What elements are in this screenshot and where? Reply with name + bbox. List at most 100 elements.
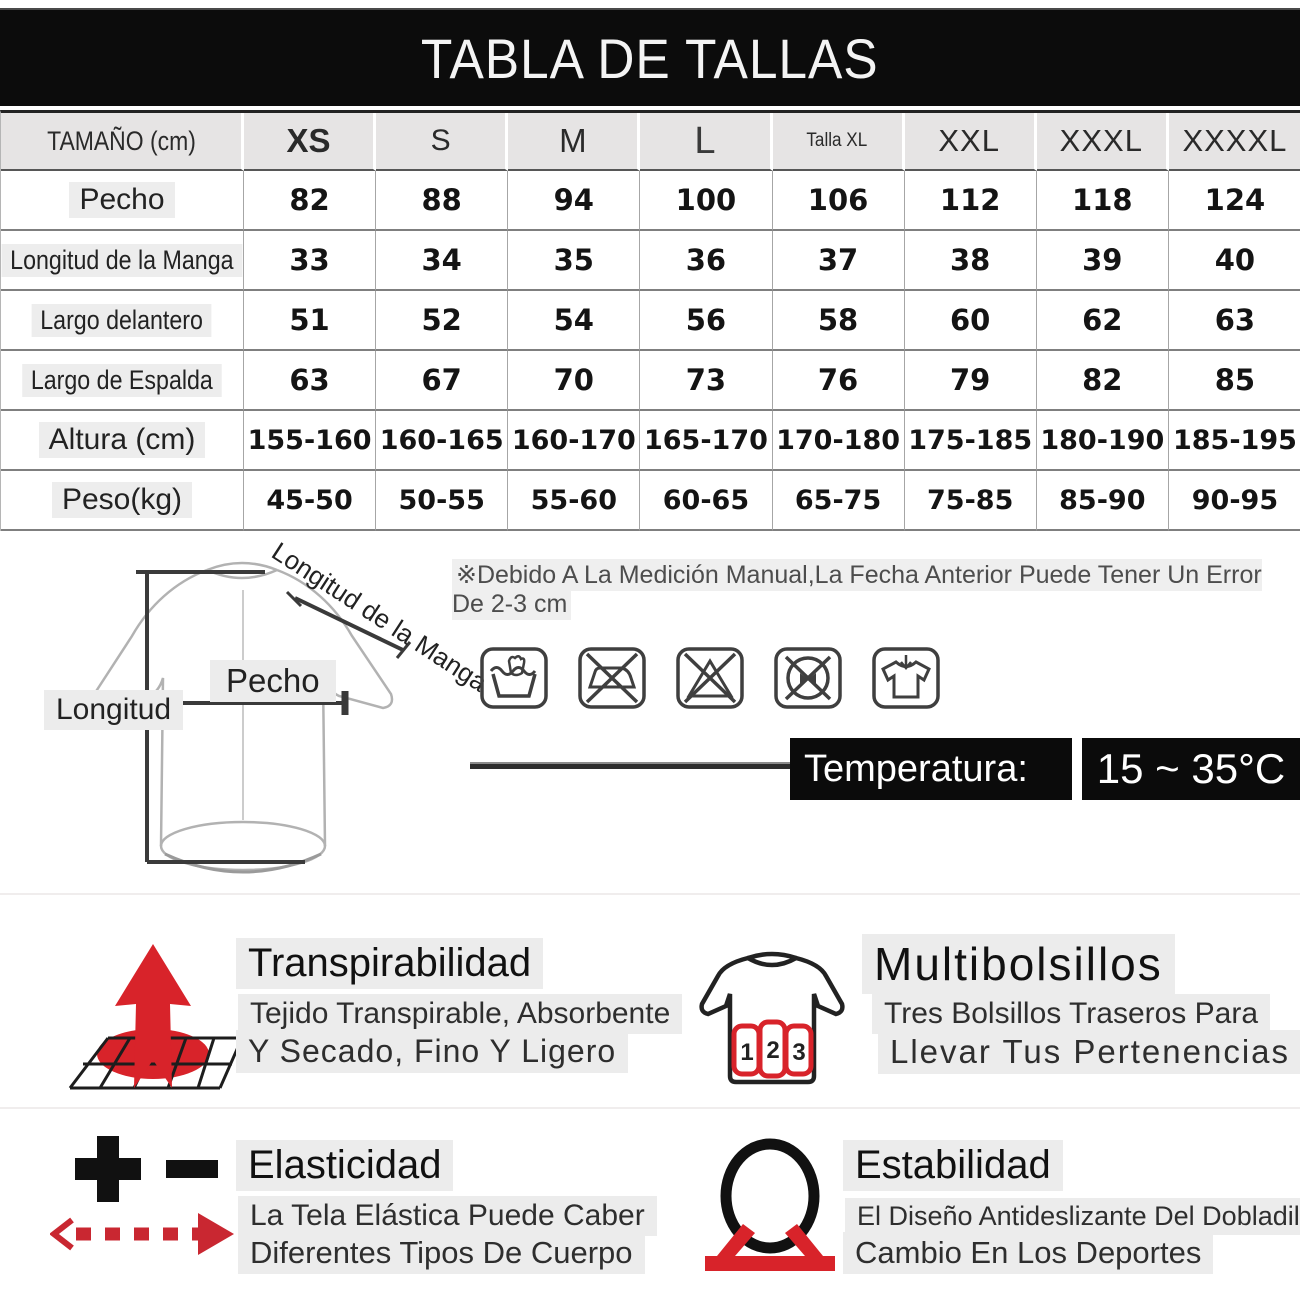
size-cell: 34 [376,231,509,291]
temperature-value-box: 15 ~ 35°C [1082,738,1300,800]
size-cell: 165-170 [640,411,773,471]
row-label: Pecho [1,171,244,231]
size-cell: 79 [904,351,1037,411]
row-label: Largo de Espalda [1,351,244,411]
size-cell: 76 [772,351,905,411]
size-cell: 62 [1036,291,1169,351]
size-cell: 38 [904,231,1037,291]
size-col-header: XXXL [1036,113,1169,171]
do-not-tumble-dry-icon [774,647,842,709]
size-cell: 50-55 [376,471,509,531]
size-col-header: L [640,113,773,171]
breathability-icon [68,944,244,1090]
care-icons-row [478,641,942,713]
temperature-pointer-line [470,764,790,769]
size-cell: 60 [904,291,1037,351]
size-cell: 63 [1168,291,1300,351]
size-cell: 35 [508,231,641,291]
feature-text: Y Secado, Fino Y Ligero [236,1030,629,1073]
section-divider [0,893,1300,895]
rear-pockets-icon: 1 2 3 [699,951,845,1085]
section-divider [0,1107,1300,1109]
size-col-header: XXXXL [1168,113,1300,171]
feature-text: Tres Bolsillos Traseros Para [872,994,1271,1034]
row-label: Altura (cm) [1,411,244,471]
pocket-number: 2 [766,1037,779,1064]
do-not-bleach-icon [676,647,744,709]
title-bar: TABLA DE TALLAS [0,8,1300,106]
size-cell: 85-90 [1036,471,1169,531]
size-cell: 155-160 [244,411,377,471]
size-cell: 63 [244,351,377,411]
size-cell: 75-85 [904,471,1037,531]
size-cell: 67 [376,351,509,411]
row-label: Largo delantero [1,291,244,351]
length-label: Longitud [44,690,184,730]
feature-text: Llevar Tus Pertenencias [878,1030,1300,1074]
size-col-header: XXL [904,113,1037,171]
row-label: Longitud de la Manga [1,231,244,291]
size-cell: 55-60 [508,471,641,531]
pocket-number: 3 [792,1039,805,1066]
size-cell: 58 [772,291,905,351]
feature-text: Diferentes Tipos De Cuerpo [238,1232,645,1274]
size-cell: 73 [640,351,773,411]
size-col-header: XS [244,113,377,171]
size-cell: 60-65 [640,471,773,531]
stretch-arrow-icon [50,1213,234,1255]
feature-title: Elasticidad [236,1140,454,1191]
row-label: Peso(kg) [1,471,244,531]
pocket-number: 1 [740,1039,753,1066]
size-cell: 52 [376,291,509,351]
size-col-header: Talla XL [772,113,905,171]
size-cell: 100 [640,171,773,231]
feature-title: Estabilidad [843,1140,1063,1191]
plus-minus-icon [75,1136,218,1202]
size-cell: 94 [508,171,641,231]
drip-dry-icon [872,647,940,709]
size-cell: 160-165 [376,411,509,471]
feature-title: Transpirabilidad [236,938,544,989]
size-cell: 85 [1168,351,1300,411]
hand-wash-icon [480,647,548,709]
size-cell: 112 [904,171,1037,231]
page-title: TABLA DE TALLAS [421,26,879,90]
size-cell: 82 [244,171,377,231]
size-cell: 175-185 [904,411,1037,471]
feature-text: El Diseño Antideslizante Del Dobladillo … [845,1198,1300,1235]
size-cell: 185-195 [1168,411,1300,471]
size-cell: 40 [1168,231,1300,291]
size-col-header: TAMAÑO (cm) [1,113,244,171]
measurement-note: ※Debido A La Medición Manual,La Fecha An… [452,559,1262,620]
size-cell: 45-50 [244,471,377,531]
feature-text: Cambio En Los Deportes [843,1232,1214,1274]
size-cell: 82 [1036,351,1169,411]
size-cell: 170-180 [772,411,905,471]
size-cell: 70 [508,351,641,411]
do-not-iron-icon [578,647,646,709]
size-cell: 160-170 [508,411,641,471]
size-col-header: M [508,113,641,171]
size-cell: 90-95 [1168,471,1300,531]
chest-label: Pecho [210,660,336,702]
stability-icon [705,1138,835,1271]
feature-text: La Tela Elástica Puede Caber [238,1196,657,1236]
temperature-label-box: Temperatura: [790,738,1072,800]
size-cell: 65-75 [772,471,905,531]
size-table: TAMAÑO (cm) XS S M L Talla XL XXL XXXL X… [0,110,1300,531]
size-cell: 106 [772,171,905,231]
feature-title: Multibolsillos [862,934,1175,994]
feature-text: Tejido Transpirable, Absorbente [238,994,683,1034]
size-cell: 124 [1168,171,1300,231]
size-cell: 39 [1036,231,1169,291]
size-col-header: S [376,113,509,171]
size-cell: 56 [640,291,773,351]
size-cell: 36 [640,231,773,291]
size-cell: 54 [508,291,641,351]
size-cell: 118 [1036,171,1169,231]
size-cell: 37 [772,231,905,291]
size-cell: 51 [244,291,377,351]
size-cell: 33 [244,231,377,291]
size-cell: 88 [376,171,509,231]
